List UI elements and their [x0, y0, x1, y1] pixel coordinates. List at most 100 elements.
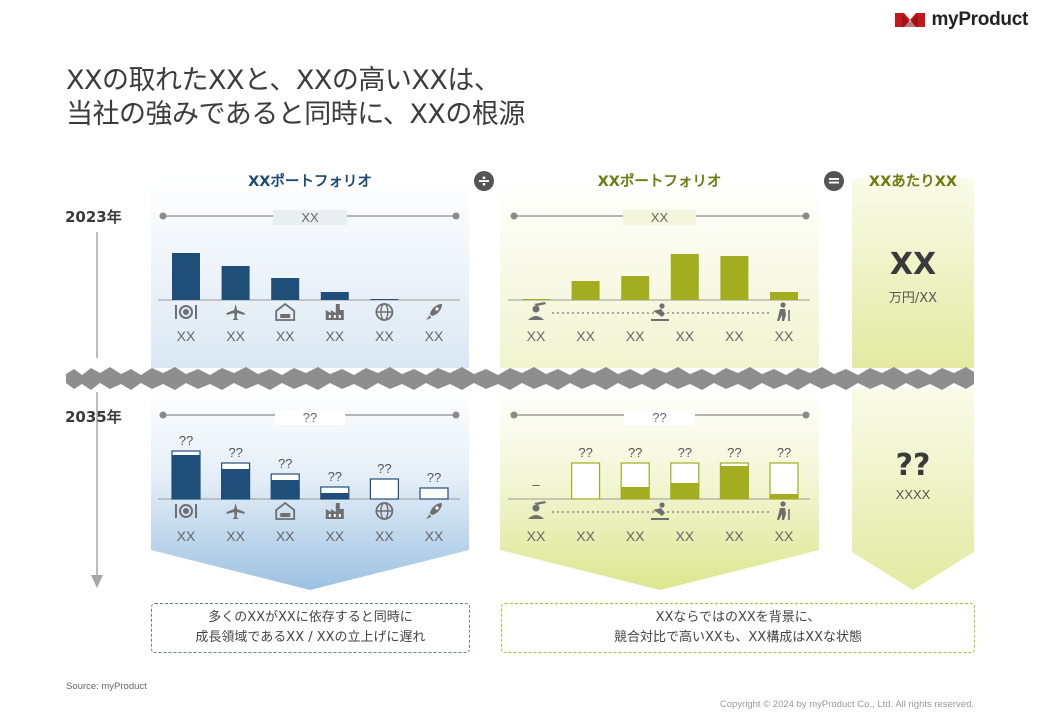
dining-icon [175, 504, 197, 518]
right-note-line-2: 競合対比で高いXXも、XX構成はXXな状態 [613, 630, 863, 645]
chart-category-label: XX [425, 528, 444, 544]
chart-category-label: XX [775, 328, 794, 344]
chart-middle-2035年: – XX?? XX?? XX?? XX?? XX?? XX [508, 445, 810, 544]
chart-category-label: XX [276, 528, 295, 544]
chart-bar-outline [369, 478, 399, 500]
chart-bar-outline [769, 462, 799, 500]
left-panel-top [151, 178, 469, 368]
right-panel-arrow [852, 388, 974, 590]
left-tag-2023-wrap: XX [151, 207, 469, 226]
right-panel-title: XXあたりXX [868, 174, 958, 190]
chart-left-2035年: ?? XX?? XX?? XX?? XX?? XX?? XX [158, 433, 460, 544]
chart-middle-2023年: XX XX XX XX XX XX [508, 254, 810, 344]
brand-name: myProduct [931, 9, 1028, 30]
chart-category-label: XX [177, 328, 196, 344]
chart-category-label: XX [576, 528, 595, 544]
chart-bar [320, 292, 349, 300]
chart-category-label: XX [576, 328, 595, 344]
torn-band [66, 367, 974, 390]
copyright-note: Copyright © 2024 by myProduct Co., Ltd. … [719, 699, 974, 710]
divide-operator-label: ÷ [477, 171, 491, 190]
chart-data-label: ?? [578, 445, 592, 460]
chart-category-label: XX [675, 528, 694, 544]
chart-category-label: XX [626, 328, 645, 344]
middle-panel-arrow [500, 388, 819, 590]
chart-bar [571, 281, 600, 300]
right-unit-2035: XXXX [895, 487, 931, 502]
equals-operator-label: = [827, 171, 841, 190]
year-2023-label: 2023年 [65, 208, 122, 226]
time-arrow-head [91, 575, 103, 588]
chart-category-label: XX [375, 328, 394, 344]
chart-data-label: – [532, 477, 540, 492]
equals-operator-icon [824, 171, 844, 191]
chart-bar [670, 483, 699, 499]
chart-bar [221, 266, 250, 300]
chart-data-label: ?? [727, 445, 741, 460]
chart-category-label: XX [527, 328, 546, 344]
chart-bar [271, 278, 300, 300]
chart-data-label: ?? [678, 445, 692, 460]
chart-bar [370, 299, 399, 300]
graduate-icon [528, 501, 546, 519]
chart-data-label: ?? [427, 470, 441, 485]
chart-category-label: XX [276, 328, 295, 344]
right-panel-top [852, 178, 974, 368]
left-panel-arrow [151, 388, 469, 590]
globe-icon [375, 303, 394, 321]
chart-bar [720, 466, 749, 499]
graduate-icon [528, 302, 546, 320]
chart-data-label: ?? [777, 445, 791, 460]
right-value-2035: ?? [895, 448, 931, 483]
chart-left-2023年: XX XX XX XX XX XX [158, 253, 460, 344]
factory-icon [325, 304, 344, 320]
chart-category-label: XX [375, 528, 394, 544]
chart-category-label: XX [325, 328, 344, 344]
dining-icon [175, 305, 197, 319]
chart-bar-outline [419, 487, 449, 500]
chart-bar [320, 493, 349, 499]
chart-bar [172, 455, 200, 499]
chart-bar [770, 494, 798, 499]
chart-bar-outline [570, 462, 601, 500]
divide-operator-icon [474, 171, 494, 191]
left-note-line-2: 成長領域であるXX / XXの立上げに遅れ [195, 630, 426, 645]
middle-tag-2035-wrap: ?? [500, 407, 819, 426]
chart-data-label: ?? [179, 433, 193, 448]
middle-tag-2035: ?? [624, 410, 695, 425]
chart-data-label: ?? [377, 461, 391, 476]
chart-category-label: XX [626, 528, 645, 544]
chart-category-label: XX [226, 328, 245, 344]
right-unit-2023: 万円/XX [888, 291, 938, 306]
rocket-icon [426, 503, 442, 519]
chart-data-label: ?? [278, 456, 292, 471]
brand-mark-icon [895, 13, 926, 27]
chart-bar [770, 292, 798, 300]
right-note-box: XXならではのXXを背景に、 競合対比で高いXXも、XX構成はXXな状態 [501, 603, 975, 653]
middle-panel-top [500, 178, 819, 368]
chart-category-label: XX [325, 528, 344, 544]
left-tag-2035: ?? [274, 410, 346, 425]
chart-data-label: ?? [628, 445, 642, 460]
chart-bar [271, 480, 300, 499]
left-note-line-1: 多くのXXがXXに依存すると同時に [208, 610, 413, 625]
chart-category-label: XX [775, 528, 794, 544]
chart-bar [522, 299, 550, 300]
left-note-box: 多くのXXがXXに依存すると同時に 成長領域であるXX / XXの立上げに遅れ [151, 603, 470, 653]
middle-tag-2023: XX [622, 210, 697, 225]
chart-bar [221, 469, 250, 499]
right-note-line-1: XXならではのXXを背景に、 [655, 610, 821, 625]
elderly-icon [777, 302, 790, 321]
rocket-icon [426, 304, 442, 320]
elderly-icon [777, 501, 790, 520]
left-tag-2023: XX [273, 210, 347, 225]
airplane-icon [226, 503, 245, 519]
year-2035-label: 2035年 [65, 408, 122, 426]
chart-category-label: XX [226, 528, 245, 544]
chart-category-label: XX [725, 528, 744, 544]
chart-bar [670, 254, 699, 300]
chart-category-label: XX [425, 328, 444, 344]
chart-bar [621, 487, 650, 499]
skater-icon [651, 303, 669, 321]
